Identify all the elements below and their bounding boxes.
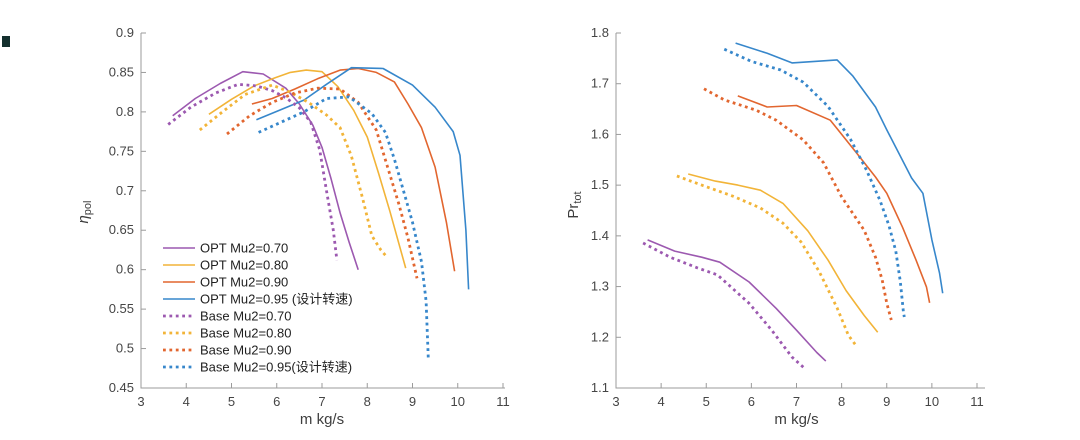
series-line-Base-Mu2-0.95- [723, 47, 906, 318]
series-line-OPT-Mu2-0.70 [647, 239, 827, 362]
x-tick-label: 7 [318, 394, 325, 409]
x-tick-label: 4 [658, 394, 665, 409]
y-axis-label-main: Pr [565, 204, 582, 219]
x-tick-label: 9 [883, 394, 890, 409]
y-tick-label: 0.5 [116, 341, 134, 356]
legend-label: OPT Mu2=0.90 [200, 275, 288, 290]
legend-label: OPT Mu2=0.95 (设计转速) [200, 292, 353, 307]
x-tick-label: 3 [612, 394, 619, 409]
x-tick-label: 11 [970, 394, 984, 409]
x-tick-label: 8 [838, 394, 845, 409]
y-tick-label: 0.55 [109, 301, 134, 316]
x-tick-label: 8 [364, 394, 371, 409]
y-axis-label-main: η [75, 215, 92, 223]
y-tick-label: 1.2 [591, 329, 609, 344]
y-tick-label: 1.7 [591, 76, 609, 91]
x-tick-label: 7 [793, 394, 800, 409]
y-tick-label: 0.9 [116, 25, 134, 40]
legend-label: Base Mu2=0.95(设计转速) [200, 360, 352, 375]
x-tick-label: 11 [496, 394, 510, 409]
y-tick-label: 1.6 [591, 126, 609, 141]
series-line-Base-Mu2-0.90 [703, 87, 893, 321]
y-tick-label: 1.3 [591, 279, 609, 294]
series-line-OPT-Mu2-0.90 [737, 95, 931, 303]
series-line-OPT-Mu2-0.70 [172, 70, 359, 270]
series-line-Base-Mu2-0.70 [642, 241, 807, 371]
legend-label: Base Mu2=0.70 [200, 309, 291, 324]
x-tick-label: 6 [273, 394, 280, 409]
y-tick-label: 0.45 [109, 380, 134, 395]
series-line-OPT-Mu2-0.80 [687, 173, 879, 333]
x-tick-label: 10 [925, 394, 939, 409]
y-tick-label: 0.65 [109, 222, 134, 237]
series-line-Base-Mu2-0.80 [676, 174, 857, 346]
legend-label: OPT Mu2=0.80 [200, 258, 288, 273]
series-line-OPT-Mu2-0.95- [256, 66, 470, 290]
y-tick-label: 1.8 [591, 25, 609, 40]
series-line-OPT-Mu2-0.90 [251, 67, 456, 272]
series-line-OPT-Mu2-0.95- [735, 42, 944, 294]
series-line-OPT-Mu2-0.80 [208, 69, 407, 269]
chart-pr-tot-vs-massflow: 3 4 5 6 7 8 9 10 11 1.1 1.2 1.3 1.4 1.5 1.6 1.7 1.8 m kg/… [565, 25, 985, 428]
legend-label: Base Mu2=0.80 [200, 326, 291, 341]
legend: OPT Mu2=0.70 OPT Mu2=0.80 OPT Mu2=0.90 OPT … [163, 241, 353, 375]
y-axis-label: ηpol [75, 200, 94, 223]
y-tick-label: 0.75 [109, 143, 134, 158]
chart-eta-pol-vs-massflow: 3 4 5 6 7 8 9 10 11 0.45 0.5 0.55 0.6 0.65 0.7 0.75 0.8 0… [75, 25, 510, 428]
y-tick-label: 0.7 [116, 183, 134, 198]
x-tick-label: 3 [137, 394, 144, 409]
legend-label: Base Mu2=0.90 [200, 343, 291, 358]
screenshot-artifact [2, 36, 10, 47]
x-tick-label: 5 [703, 394, 710, 409]
series-line-Base-Mu2-0.80 [198, 83, 389, 259]
y-tick-label: 1.1 [591, 380, 609, 395]
y-axis-label-sub: tot [572, 191, 584, 203]
y-tick-label: 0.85 [109, 64, 134, 79]
x-axis-label: m kg/s [300, 411, 344, 428]
y-axis-label-sub: pol [82, 200, 94, 215]
x-axis-label: m kg/s [774, 411, 818, 428]
x-tick-label: 6 [748, 394, 755, 409]
x-tick-label: 4 [183, 394, 190, 409]
x-tick-label: 10 [451, 394, 465, 409]
x-tick-label: 5 [228, 394, 235, 409]
x-tick-label: 9 [409, 394, 416, 409]
y-tick-label: 1.4 [591, 228, 609, 243]
y-tick-label: 0.6 [116, 262, 134, 277]
y-tick-label: 0.8 [116, 104, 134, 119]
series-line-Base-Mu2-0.70 [167, 82, 339, 261]
y-tick-label: 1.5 [591, 177, 609, 192]
legend-label: OPT Mu2=0.70 [200, 241, 288, 256]
y-axis-label: Prtot [565, 191, 584, 218]
